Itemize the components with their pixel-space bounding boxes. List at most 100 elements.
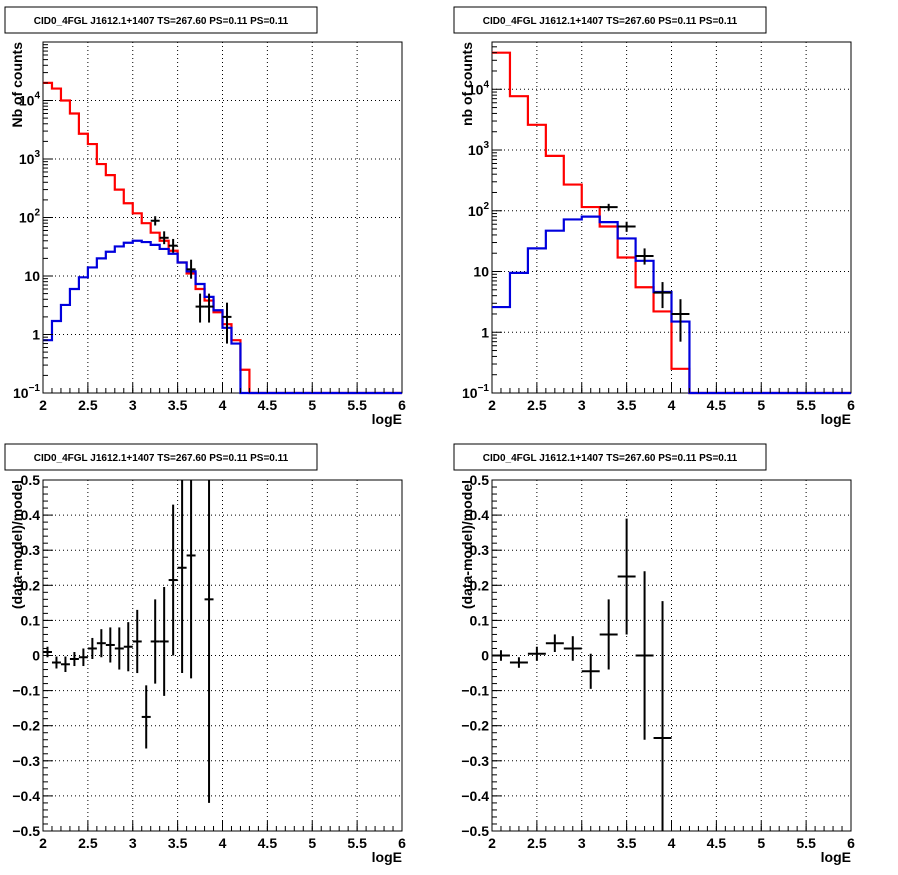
x-tick-label: 2	[488, 397, 496, 413]
data-point	[141, 685, 151, 749]
x-tick-label: 2	[488, 835, 496, 851]
data-points-group	[599, 203, 690, 342]
x-tick-label: 3	[129, 397, 137, 413]
data-point	[509, 657, 528, 668]
source_model-histogram	[43, 239, 402, 395]
x-tick-label: 5	[308, 835, 316, 851]
y-tick-label: −0.2	[12, 718, 40, 734]
data-point	[563, 636, 582, 661]
x-tick-label: 6	[847, 397, 855, 413]
y-tick-label: −0.3	[12, 753, 40, 769]
x-tick-label: 5.5	[347, 397, 367, 413]
y-tick-label: 10	[473, 264, 489, 280]
x-tick-label: 4.5	[707, 397, 727, 413]
data-point	[581, 653, 600, 689]
x-tick-label: 4	[668, 835, 676, 851]
y-tick-label: 0.5	[21, 472, 41, 488]
title-box	[453, 443, 767, 471]
data-point	[635, 571, 654, 740]
grid	[43, 42, 402, 393]
y-tick-label: 0.3	[470, 542, 490, 558]
x-tick-label: 5	[757, 397, 765, 413]
data-point	[599, 203, 618, 211]
source_model-histogram	[492, 215, 851, 395]
data-point	[671, 299, 690, 342]
data-point	[123, 622, 133, 672]
y-ticks: −0.5 −0.4 −0.3 −0.2 −0.1 0 0.1 0.2 0.3 0.4 0.5	[12, 472, 53, 839]
title-box	[4, 443, 318, 471]
x-tick-label: 2.5	[78, 397, 98, 413]
x-tick-label: 3	[578, 397, 586, 413]
y-tick-label: 0	[32, 648, 40, 664]
data-point	[78, 648, 88, 667]
data-point	[51, 656, 61, 669]
x-axis-label: logE	[821, 411, 851, 427]
x-tick-label: 2	[39, 397, 47, 413]
x-ticks: 2 2.5 3 3.5 4 4.5 5 5.5 6	[39, 821, 406, 851]
x-tick-label: 3.5	[617, 397, 637, 413]
y-axis-label: nb of counts	[459, 42, 475, 126]
y-axis-label: Nb of counts	[9, 42, 25, 128]
y-tick-label: 0.3	[21, 542, 41, 558]
y-tick-label: 0.5	[470, 472, 490, 488]
x-tick-label: 5.5	[347, 835, 367, 851]
y-tick-label: 0.1	[21, 612, 41, 628]
data-point	[177, 480, 187, 674]
data-point	[617, 221, 636, 232]
x-ticks: 2 2.5 3 3.5 4 4.5 5 5.5 6	[39, 383, 406, 413]
x-axis-label: logE	[372, 849, 402, 865]
series-group	[43, 81, 402, 395]
series-group	[492, 51, 851, 395]
y-tick-label: 1	[32, 327, 40, 343]
x-tick-label: 5	[308, 397, 316, 413]
data-point	[527, 646, 546, 661]
x-tick-label: 6	[847, 835, 855, 851]
data-point	[168, 504, 178, 656]
y-tick-label: −0.4	[12, 788, 40, 804]
grid	[492, 480, 851, 831]
data-points-group	[150, 216, 232, 344]
y-tick-label: 0.1	[470, 612, 490, 628]
data-point	[96, 629, 106, 658]
chart-title: CID0_4FGL J1612.1+1407 TS=267.60 PS=0.11…	[483, 16, 738, 27]
y-tick-label: −0.5	[461, 823, 489, 839]
y-tick-label: −0.2	[461, 718, 489, 734]
panel-bottom-left-residuals: 2 2.5 3 3.5 4 4.5 5 5.5 6 −0.5 −0.4 −0.3 −0.2 −0.1 0 0…	[4, 443, 406, 865]
data-point	[186, 480, 196, 679]
y-tick-label: −0.4	[461, 788, 489, 804]
grid	[43, 480, 402, 831]
y-tick-label: 102	[19, 208, 41, 226]
x-tick-label: 5.5	[796, 835, 816, 851]
x-tick-label: 2.5	[78, 835, 98, 851]
chart-title: CID0_4FGL J1612.1+1407 TS=267.60 PS=0.11…	[34, 453, 289, 464]
y-axis-label: (data-model)/model	[9, 480, 25, 609]
data-points-group	[43, 480, 214, 803]
y-tick-label: 103	[19, 149, 41, 167]
data-point	[159, 231, 169, 245]
y-axis-label: (data-model)/model	[459, 480, 475, 609]
data-point	[653, 601, 672, 831]
data-point	[69, 651, 79, 667]
y-tick-label: −0.1	[12, 683, 40, 699]
data-point	[87, 637, 97, 660]
data-point	[114, 627, 124, 670]
y-tick-label: 10	[24, 268, 40, 284]
x-tick-label: 2.5	[527, 397, 547, 413]
chart-title: CID0_4FGL J1612.1+1407 TS=267.60 PS=0.11…	[34, 16, 289, 27]
x-tick-label: 5	[757, 835, 765, 851]
x-tick-label: 3.5	[168, 835, 188, 851]
x-tick-label: 6	[398, 835, 406, 851]
x-tick-label: 3.5	[168, 397, 188, 413]
data-point	[186, 259, 196, 279]
x-tick-label: 3	[578, 835, 586, 851]
data-point	[60, 656, 70, 672]
y-tick-label: 103	[468, 140, 490, 158]
data-point	[204, 293, 214, 323]
data-point	[204, 480, 214, 803]
data-point	[159, 587, 169, 696]
x-axis-label: logE	[372, 411, 402, 427]
